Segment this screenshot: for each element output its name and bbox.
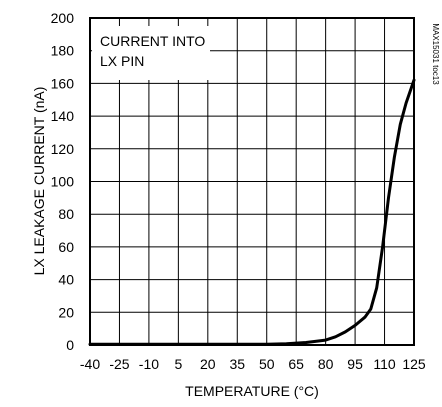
figure-code-label: MAX15031 toc13 xyxy=(431,23,440,85)
y-tick-label: 0 xyxy=(66,337,74,353)
x-tick-label: 110 xyxy=(373,356,396,372)
series-layer xyxy=(88,78,416,346)
x-tick-label: 80 xyxy=(318,356,334,372)
x-tick-label: 5 xyxy=(174,356,182,372)
y-tick-labels: 0 20 40 60 80 100 120 140 160 180 200 xyxy=(51,10,75,353)
x-axis-label: TEMPERATURE (°C) xyxy=(185,383,319,399)
x-tick-labels: -40 -25 -10 5 20 35 50 65 80 95 110 125 xyxy=(80,356,426,372)
annotation-line-2: LX PIN xyxy=(100,53,144,69)
x-tick-label: 20 xyxy=(200,356,216,372)
x-tick-label: 65 xyxy=(288,356,304,372)
y-tick-label: 100 xyxy=(51,174,75,190)
x-tick-label: 50 xyxy=(259,356,275,372)
plot-frame xyxy=(89,17,415,346)
annotation-box xyxy=(92,26,210,80)
x-tick-label: -10 xyxy=(139,356,159,372)
y-tick-label: 180 xyxy=(51,43,75,59)
x-tick-label: 35 xyxy=(229,356,245,372)
y-axis-label: LX LEAKAGE CURRENT (nA) xyxy=(31,87,47,276)
y-tick-label: 40 xyxy=(58,272,74,288)
y-tick-label: 80 xyxy=(58,206,74,222)
series-line xyxy=(88,78,416,346)
y-tick-label: 140 xyxy=(51,108,75,124)
x-tick-label: 125 xyxy=(402,356,426,372)
x-tick-label: -25 xyxy=(109,356,129,372)
x-tick-label: -40 xyxy=(80,356,100,372)
y-tick-label: 120 xyxy=(51,141,75,157)
y-tick-label: 60 xyxy=(58,239,74,255)
annotation-line-1: CURRENT INTO xyxy=(100,33,205,49)
grid xyxy=(90,18,414,345)
y-tick-label: 200 xyxy=(51,10,75,26)
y-tick-label: 20 xyxy=(58,304,74,320)
y-tick-label: 160 xyxy=(51,75,75,91)
x-tick-label: 95 xyxy=(347,356,363,372)
